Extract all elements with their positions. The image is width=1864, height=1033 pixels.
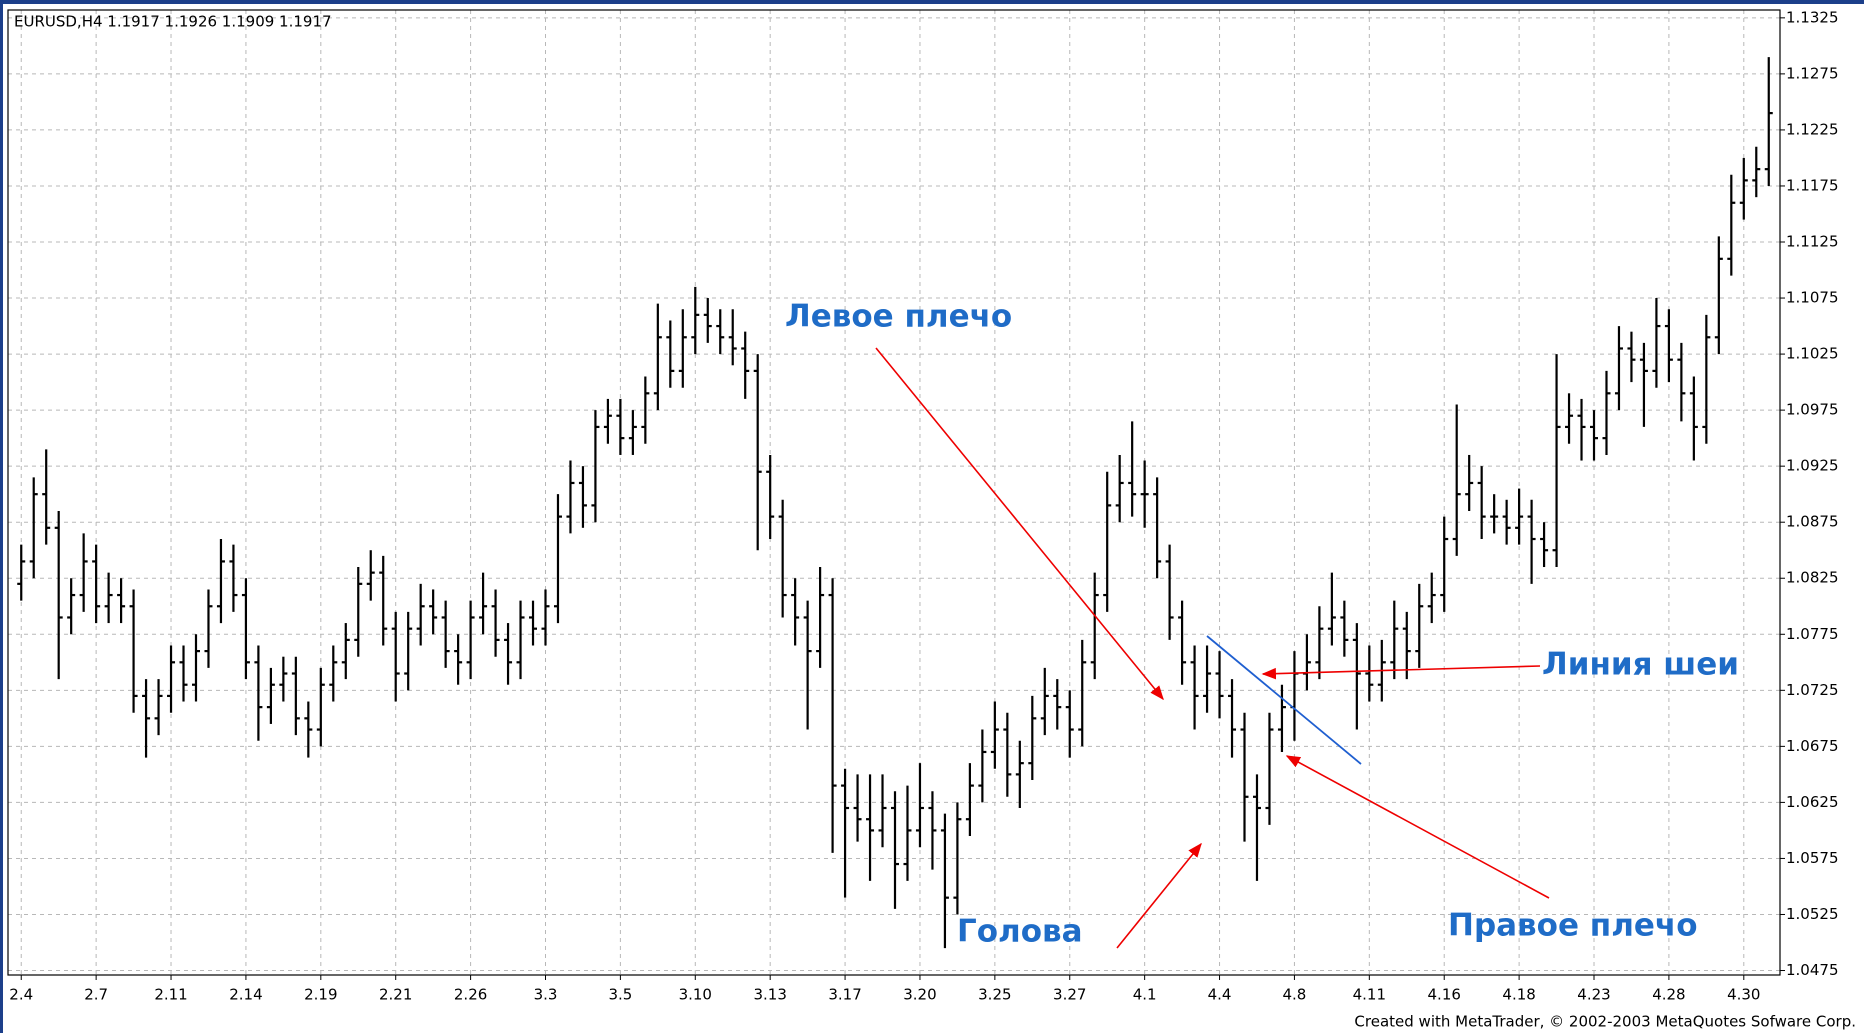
annotation: Правое плечо [1448,908,1698,944]
x-tick-label: 3.13 [753,986,786,1004]
x-tick-label: 2.7 [84,986,108,1004]
y-tick-label: 1.0825 [1786,569,1839,587]
window-border [0,0,3,1033]
arrow [1285,755,1550,899]
x-tick-label: 4.23 [1577,986,1610,1004]
y-tick-label: 1.1125 [1786,233,1839,251]
annotation: Голова [957,914,1083,950]
x-tick-label: 4.4 [1208,986,1232,1004]
x-tick-label: 3.20 [903,986,936,1004]
x-tick-label: 2.26 [454,986,487,1004]
x-tick-label: 4.30 [1727,986,1760,1004]
x-tick-label: 3.17 [828,986,861,1004]
y-tick-label: 1.0875 [1786,513,1839,531]
x-tick-label: 3.5 [608,986,632,1004]
x-tick-label: 2.21 [379,986,412,1004]
y-tick-label: 1.1175 [1786,176,1839,194]
x-tick-label: 2.4 [9,986,33,1004]
x-tick-label: 2.19 [304,986,337,1004]
arrow [1116,842,1202,949]
chart-header: EURUSD,H4 1.1917 1.1926 1.1909 1.1917 [14,13,332,31]
y-tick-label: 1.1325 [1786,8,1839,26]
y-tick-label: 1.0675 [1786,737,1839,755]
x-tick-label: 2.11 [154,986,187,1004]
x-tick-label: 4.16 [1428,986,1461,1004]
annotation: Линия шеи [1542,647,1739,683]
y-tick-label: 1.1275 [1786,64,1839,82]
y-tick-label: 1.0725 [1786,681,1839,699]
x-tick-label: 4.18 [1502,986,1535,1004]
y-tick-label: 1.1025 [1786,345,1839,363]
x-tick-label: 3.27 [1053,986,1086,1004]
x-tick-label: 4.11 [1353,986,1386,1004]
axes: 1.0475 1.0525 1.0575 1.0625 1.0675 1.0725 1.07… [7,8,1839,1004]
x-tick-label: 2.14 [229,986,262,1004]
arrow [875,347,1164,701]
x-tick-label: 3.25 [978,986,1011,1004]
plot-frame [7,9,1781,976]
footer: Created with MetaTrader, © 2002-2003 Met… [1354,1013,1856,1031]
arrow [1261,665,1541,680]
x-tick-label: 4.28 [1652,986,1685,1004]
y-tick-label: 1.0475 [1786,961,1839,979]
y-tick-label: 1.0525 [1786,905,1839,923]
x-tick-label: 4.8 [1283,986,1307,1004]
y-tick-label: 1.0975 [1786,401,1839,419]
x-tick-label: 3.10 [679,986,712,1004]
y-tick-label: 1.0625 [1786,793,1839,811]
annotation: Левое плечо [785,299,1012,335]
y-tick-label: 1.1225 [1786,120,1839,138]
x-tick-label: 3.3 [534,986,558,1004]
y-tick-label: 1.0925 [1786,457,1839,475]
bars [17,57,1773,949]
window-border [0,0,1864,4]
neckline [1206,635,1362,765]
y-tick-label: 1.1075 [1786,289,1839,307]
y-tick-label: 1.0575 [1786,849,1839,867]
y-tick-label: 1.0775 [1786,625,1839,643]
x-tick-label: 4.1 [1133,986,1157,1004]
